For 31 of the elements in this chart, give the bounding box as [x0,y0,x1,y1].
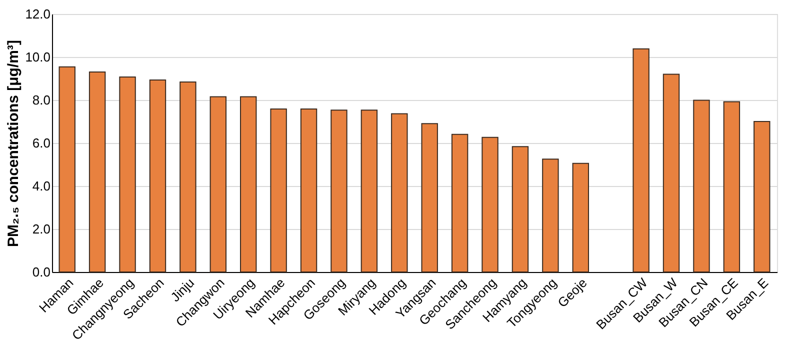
bar [360,110,378,272]
bar [632,48,650,272]
bar [482,136,498,272]
bar [391,113,408,272]
bar [451,134,468,272]
bar [210,96,226,272]
y-tick-label: 10.0 [25,50,50,64]
y-tick-label: 12.0 [25,6,50,22]
bar [723,101,740,272]
bar [512,146,529,272]
bar [180,81,196,272]
bar [119,76,136,272]
bar [88,72,106,272]
y-tick-label: 2.0 [32,222,50,236]
y-tick-label: 4.0 [32,178,50,194]
y-axis-title: PM₂.₅ concentrations [μg/m³] [5,40,22,247]
bar [693,100,710,272]
y-tick-label: 8.0 [32,92,50,108]
bar [300,108,318,272]
bar [542,158,559,272]
bar [149,80,166,272]
y-tick-label: 6.0 [32,136,50,150]
bar [270,108,287,272]
bar [421,123,438,272]
y-tick-label: 0.0 [32,264,50,280]
bar [330,110,348,272]
bar [754,121,770,272]
bar [572,162,589,272]
bar [662,74,680,272]
bar [58,66,76,272]
bar [240,96,257,272]
